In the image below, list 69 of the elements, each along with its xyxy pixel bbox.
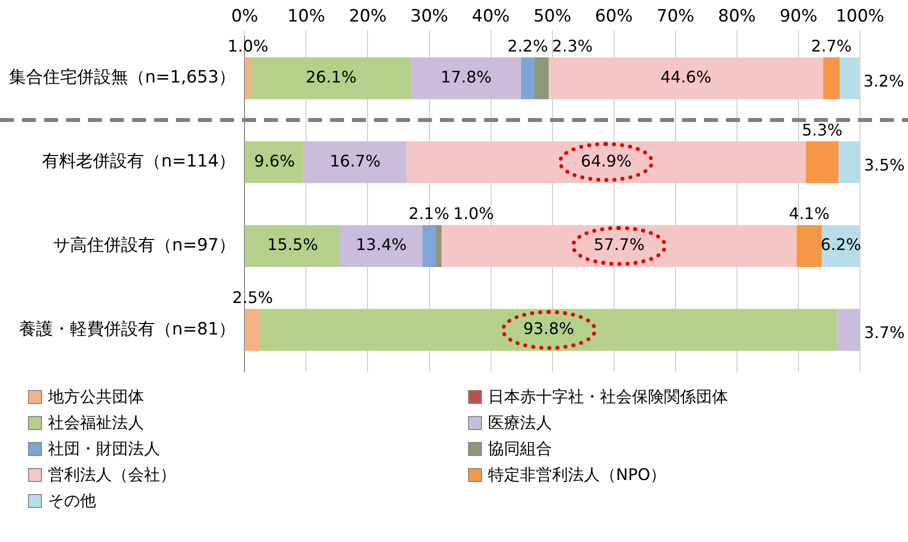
data-label: 6.2% bbox=[820, 235, 862, 254]
x-tick-label: 0% bbox=[231, 6, 258, 27]
data-label: 1.0% bbox=[453, 204, 494, 224]
bar bbox=[245, 57, 251, 100]
bar bbox=[245, 141, 304, 184]
legend-label: 医療法人 bbox=[488, 412, 552, 434]
legend-label: 協同組合 bbox=[488, 438, 552, 460]
data-label: 64.9% bbox=[580, 151, 632, 170]
data-label: 5.3% bbox=[802, 120, 842, 140]
data-label: 2.5% bbox=[232, 288, 273, 308]
data-label: 57.7% bbox=[594, 235, 645, 254]
legend-label: 特定非営利法人（NPO） bbox=[488, 464, 666, 486]
bar bbox=[520, 57, 534, 100]
y-tick-label: 集合住宅併設無（n=1,653） bbox=[9, 68, 236, 88]
bar bbox=[422, 225, 436, 267]
x-tick-label: 70% bbox=[656, 6, 694, 27]
data-label: 2.7% bbox=[811, 36, 852, 56]
data-label: 15.5% bbox=[267, 235, 318, 254]
data-label: 9.6% bbox=[254, 151, 295, 170]
x-tick-label: 30% bbox=[410, 6, 448, 27]
x-tick-label: 40% bbox=[472, 6, 510, 27]
bar bbox=[250, 57, 412, 100]
x-tick-label: 90% bbox=[780, 6, 818, 27]
bar bbox=[548, 57, 824, 100]
data-label: 17.8% bbox=[440, 67, 492, 86]
data-label: 93.8% bbox=[523, 319, 574, 338]
bar bbox=[823, 57, 840, 100]
x-tick-label: 10% bbox=[287, 6, 326, 27]
data-label: 44.6% bbox=[660, 67, 712, 86]
data-label: 16.7% bbox=[330, 151, 381, 170]
y-tick-label: サ高住併設有（n=97） bbox=[53, 235, 236, 256]
data-label: 1.0% bbox=[228, 36, 268, 56]
x-tick-label: 100% bbox=[836, 6, 884, 27]
legend-label: 社会福祉法人 bbox=[48, 412, 144, 434]
bar bbox=[806, 141, 838, 184]
bar bbox=[534, 57, 549, 100]
bar bbox=[260, 308, 838, 351]
data-label: 13.4% bbox=[356, 235, 407, 254]
bar bbox=[435, 225, 442, 267]
data-label: 2.1% bbox=[408, 204, 450, 224]
legend-label: 日本赤十字社・社会保険関係団体 bbox=[488, 386, 728, 408]
bar bbox=[838, 141, 860, 184]
x-tick-label: 60% bbox=[594, 6, 633, 27]
data-label: 4.1% bbox=[788, 204, 830, 224]
y-tick-label: 養護・軽費併設有（n=81） bbox=[19, 319, 236, 340]
data-label: 2.2% bbox=[507, 36, 548, 56]
bar bbox=[840, 57, 860, 100]
x-tick-label: 50% bbox=[533, 6, 572, 27]
bar bbox=[245, 225, 340, 267]
bar bbox=[796, 225, 822, 267]
legend-label: 営利法人（会社） bbox=[48, 464, 176, 486]
bar bbox=[304, 141, 407, 184]
bar bbox=[245, 308, 260, 351]
data-label: 3.7% bbox=[864, 323, 905, 342]
x-tick-label: 80% bbox=[718, 6, 756, 27]
bar bbox=[406, 141, 806, 184]
bar bbox=[340, 225, 423, 267]
data-label: 2.3% bbox=[552, 36, 593, 56]
legend-label: その他 bbox=[48, 490, 96, 512]
data-label: 3.5% bbox=[864, 155, 905, 174]
data-label: 3.2% bbox=[863, 71, 904, 90]
legend-label: 地方公共団体 bbox=[48, 386, 144, 408]
bar bbox=[411, 57, 521, 100]
data-label: 26.1% bbox=[306, 67, 357, 86]
y-tick-label: 有料老併設有（n=114） bbox=[42, 152, 236, 172]
x-tick-label: 20% bbox=[348, 6, 387, 27]
legend-label: 社団・財団法人 bbox=[48, 438, 160, 460]
bar bbox=[442, 225, 797, 267]
bar bbox=[837, 308, 860, 351]
